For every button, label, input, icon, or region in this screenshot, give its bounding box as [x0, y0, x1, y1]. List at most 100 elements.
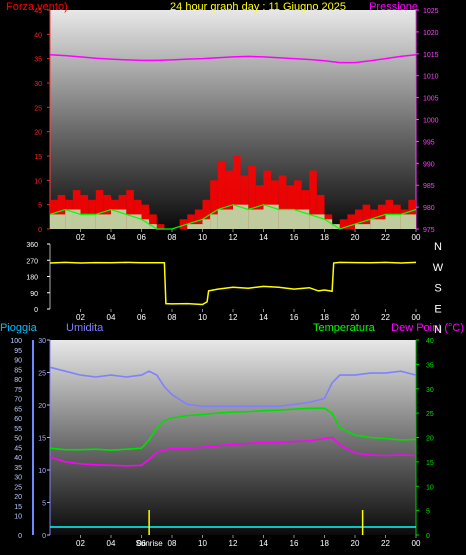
pressure-tick-label: 995 [423, 139, 435, 146]
x-tick-label: 06 [137, 313, 146, 322]
temp-tick-label: 25 [426, 411, 434, 418]
y-tick-label: 10 [34, 178, 42, 185]
temperature-axis-title: Temperatura [313, 322, 376, 334]
wind-average-bar [278, 209, 294, 229]
compass-label: W [433, 262, 444, 274]
pressure-tick-label: 975 [423, 227, 435, 234]
y-tick-label: 20 [34, 130, 42, 137]
x-tick-label: 06 [137, 233, 146, 242]
x-tick-label: 20 [351, 539, 360, 548]
wind-speed-bar [339, 219, 348, 229]
wind-speed-bar [248, 165, 256, 229]
x-tick-label: 02 [76, 539, 85, 548]
temp-tick-label: 5 [426, 509, 430, 516]
x-tick-label: 22 [381, 313, 390, 322]
wind-average-bar [187, 224, 203, 229]
x-tick-label: 14 [259, 539, 268, 548]
x-tick-label: 20 [351, 233, 360, 242]
wind-speed-bar [179, 219, 188, 229]
rain-tick-label: 100 [10, 338, 22, 345]
wind-speed-bar [156, 224, 165, 229]
humidity-line [49, 366, 417, 408]
wind-speed-bar [347, 214, 355, 229]
wind-speed-bar [126, 190, 134, 229]
x-tick-label: 02 [76, 313, 85, 322]
rain-tick-label: 0 [18, 533, 22, 540]
x-tick-label: 08 [168, 539, 177, 548]
rain-tick-label: 10 [14, 514, 22, 521]
pressure-tick-label: 1020 [423, 30, 439, 37]
y-tick-label: 40 [34, 32, 42, 39]
x-tick-label: 10 [198, 233, 207, 242]
temperature-line [49, 407, 417, 452]
wind-speed-bar [294, 180, 302, 229]
wind-average-bar [210, 214, 218, 229]
x-tick-label: 20 [351, 313, 360, 322]
temp-tick-label: 40 [426, 338, 434, 345]
humidity-axis-title: Umidita [66, 322, 104, 334]
rain-tick-label: 70 [14, 397, 22, 404]
pressure-tick-label: 1015 [423, 52, 439, 59]
wind-average-bar [385, 214, 401, 229]
wind-speed-bar [233, 156, 241, 229]
y-tick-label: 5 [38, 203, 42, 210]
wind-speed-bar [309, 170, 317, 229]
x-tick-label: 18 [320, 233, 329, 242]
chart-title: 24 hour graph day : 11 Giugno 2025 [170, 1, 346, 13]
temp-tick-label: 20 [426, 436, 434, 443]
wind-average-bar [95, 214, 111, 229]
rain-tick-label: 55 [14, 426, 22, 433]
wind-speed-bar [95, 190, 104, 229]
x-tick-label: 08 [168, 313, 177, 322]
compass-label: N [434, 241, 442, 253]
rain-tick-label: 30 [14, 475, 22, 482]
wind-speed-bar [240, 175, 249, 229]
x-tick-label: 00 [412, 313, 421, 322]
y-tick-label: 25 [38, 371, 46, 378]
y-tick-label: 10 [38, 468, 46, 475]
y-tick-label: 45 [34, 8, 42, 15]
rain-tick-label: 90 [14, 358, 22, 365]
wind-speed-bar [377, 204, 386, 229]
x-tick-label: 14 [259, 233, 268, 242]
y-tick-label: 0 [42, 533, 46, 540]
wind-average-bar [324, 219, 333, 229]
wind-speed-bar [362, 204, 371, 229]
y-tick-label: 15 [38, 436, 46, 443]
x-tick-label: 16 [290, 539, 299, 548]
wind-speed-bar [187, 214, 195, 229]
rain-tick-label: 15 [14, 504, 22, 511]
wind-speed-bar [202, 199, 211, 229]
x-tick-label: 12 [229, 233, 238, 242]
wind-average-bar [248, 209, 264, 229]
x-tick-label: 22 [381, 233, 390, 242]
y-tick-label: 30 [38, 338, 46, 345]
temp-tick-label: 0 [426, 533, 430, 540]
wind-average-bar [263, 204, 279, 229]
y-tick-label: 360 [26, 242, 38, 249]
rain-tick-label: 65 [14, 406, 22, 413]
x-tick-label: 22 [381, 539, 390, 548]
y-tick-label: 0 [38, 227, 42, 234]
wind-speed-bar [149, 214, 157, 229]
wind-average-bar [80, 214, 96, 229]
x-tick-label: 06 [137, 539, 146, 548]
rain-tick-label: 40 [14, 455, 22, 462]
x-tick-label: 04 [107, 233, 116, 242]
wind-speed-bar [80, 194, 89, 229]
y-tick-label: 15 [34, 154, 42, 161]
x-tick-label: 00 [412, 539, 421, 548]
wind-speed-bar [286, 185, 294, 229]
x-tick-label: 18 [320, 313, 329, 322]
y-tick-label: 30 [34, 81, 42, 88]
rain-tick-label: 75 [14, 387, 22, 394]
wind-average-bar [217, 209, 233, 229]
wind-average-bar [355, 224, 371, 229]
wind-speed-bar [278, 175, 287, 229]
temp-tick-label: 30 [426, 387, 434, 394]
rain-tick-label: 95 [14, 348, 22, 355]
y-tick-label: 20 [38, 403, 46, 410]
pressure-tick-label: 1005 [423, 96, 439, 103]
wind-speed-bar [355, 209, 363, 229]
